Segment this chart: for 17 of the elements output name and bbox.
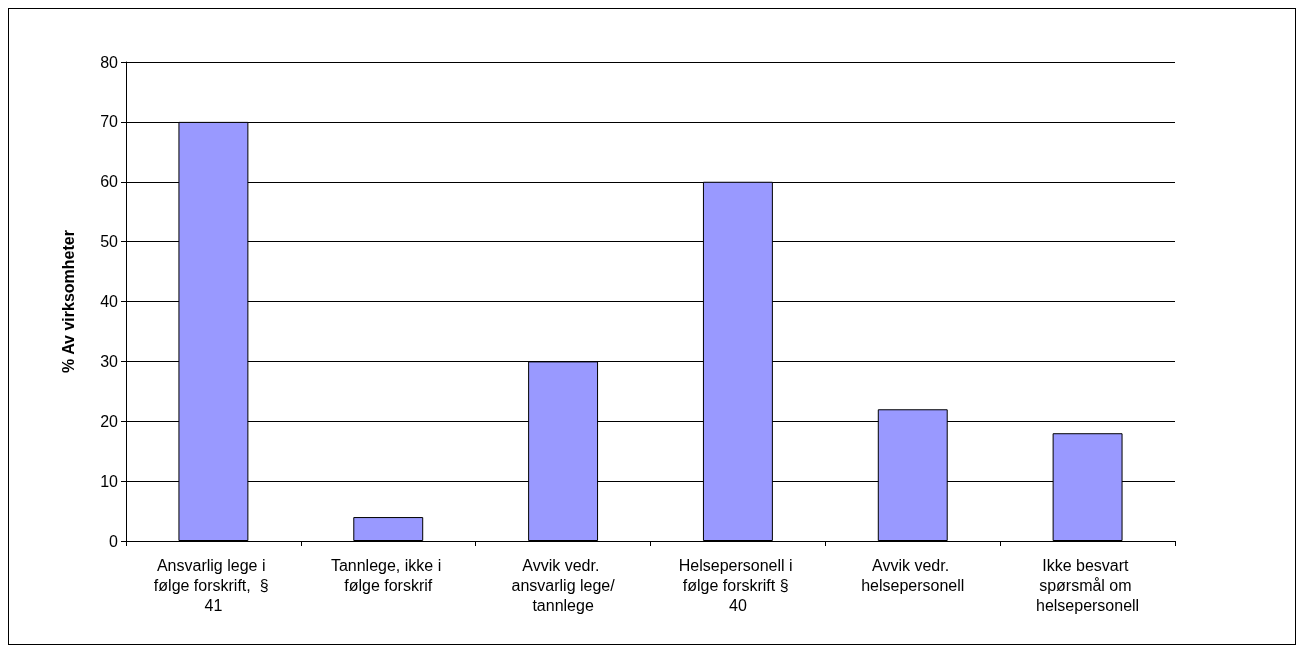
x-tick-label: Ikke besvart spørsmål om helsepersonell [1035,556,1140,614]
y-tick-label: 80 [100,53,119,71]
y-tick-label: 60 [100,173,119,191]
x-tick-label: Helsepersonell i følge forskrift § 40 [678,556,798,614]
x-tick-label: Ansvarlig lege i følge forskrift, § 41 [153,556,273,614]
y-tick-label: 50 [100,233,119,251]
y-tick-label: 0 [109,532,119,550]
x-tick-label: Avvik vedr. helsepersonell [861,556,965,594]
x-tick-label: Tannlege, ikke i følge forskrif [330,556,446,594]
y-tick-label: 30 [100,352,119,370]
y-tick-label: 10 [100,472,119,490]
y-axis-title: % Av virksomheter [59,230,77,373]
x-tick-label: Avvik vedr. ansvarlig lege/tannlege [511,556,616,614]
y-tick-label: 20 [100,412,119,430]
y-tick-label: 40 [100,293,119,310]
y-tick-label: 70 [100,113,119,131]
bar [353,517,424,541]
